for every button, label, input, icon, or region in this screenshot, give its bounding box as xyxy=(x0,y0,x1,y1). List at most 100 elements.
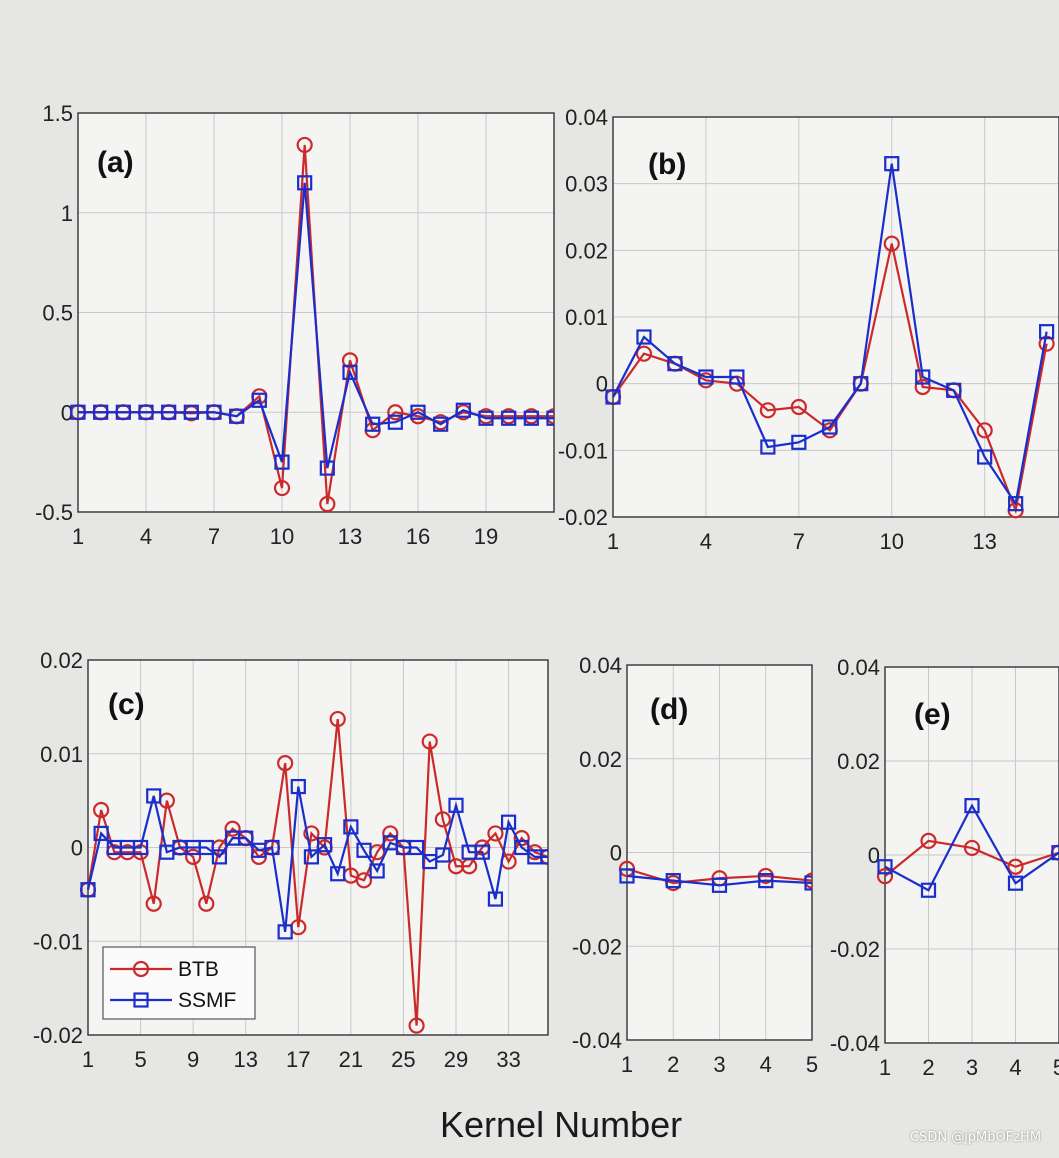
ssmf-point xyxy=(605,389,621,405)
y-tick-label: -0.01 xyxy=(558,438,608,463)
axes-frame xyxy=(626,664,813,1041)
ssmf-point xyxy=(667,356,683,372)
ssmf-point xyxy=(1051,845,1059,861)
y-tick-label: -0.02 xyxy=(830,937,880,962)
panel-label: (c) xyxy=(108,688,145,721)
x-tick-label: 16 xyxy=(406,524,430,549)
x-tick-label: 4 xyxy=(1009,1055,1021,1080)
axes-frame xyxy=(612,116,1059,518)
btb-point xyxy=(1007,858,1024,875)
legend-box xyxy=(102,946,256,1020)
btb-point xyxy=(421,733,438,750)
ssmf-point xyxy=(758,873,774,889)
ssmf-point xyxy=(474,844,490,860)
x-tick-label: 5 xyxy=(1053,1055,1059,1080)
axes-frame xyxy=(884,666,1059,1044)
legend: BTB SSMF xyxy=(102,946,256,1020)
x-tick-label: 1 xyxy=(879,1055,891,1080)
y-tick-label: -0.04 xyxy=(572,1028,622,1053)
x-tick-label: 1 xyxy=(621,1052,633,1077)
ssmf-point xyxy=(146,788,162,804)
panel-b: 1 4 7 10 13 -0.02 -0.01 0 0.01 0.02 0.03 0.04 (b) xyxy=(558,105,1059,554)
series-line-ssmf xyxy=(884,803,1059,892)
ssmf-point xyxy=(115,404,131,420)
ssmf-point xyxy=(791,434,807,450)
ssmf-point xyxy=(211,849,228,865)
x-tick-label: 4 xyxy=(140,524,152,549)
ssmf-point xyxy=(433,416,449,432)
ssmf-point xyxy=(636,329,652,345)
btb-point xyxy=(329,710,346,728)
legend-marker-ssmf xyxy=(133,992,149,1008)
x-tick-label: 1 xyxy=(607,529,619,554)
y-tick-label: 0.03 xyxy=(565,172,608,197)
ssmf-point xyxy=(478,410,494,426)
ssmf-point xyxy=(729,369,745,385)
ssmf-point xyxy=(915,369,931,385)
ssmf-point xyxy=(316,837,333,853)
btb-point xyxy=(277,755,294,772)
btb-point xyxy=(185,848,202,865)
x-tick-label: 2 xyxy=(922,1055,934,1080)
btb-point xyxy=(355,872,373,889)
y-tick-label: 0.02 xyxy=(579,747,622,772)
legend-label-ssmf: SSMF xyxy=(178,989,236,1012)
btb-point xyxy=(963,839,981,857)
legend-marker-btb xyxy=(132,960,150,978)
x-tick-label: 13 xyxy=(972,529,996,554)
ssmf-point xyxy=(977,449,993,465)
ssmf-point xyxy=(183,404,199,420)
btb-point xyxy=(883,235,900,252)
series-line-ssmf xyxy=(78,182,554,469)
ssmf-point xyxy=(964,798,980,814)
btb-point xyxy=(224,820,241,837)
btb-point xyxy=(434,811,451,828)
ssmf-point xyxy=(920,882,937,898)
btb-point xyxy=(145,895,162,912)
ssmf-point xyxy=(297,175,313,191)
y-tick-label: 0.04 xyxy=(579,653,622,678)
ssmf-point xyxy=(884,156,900,172)
series-group xyxy=(79,710,548,1034)
series-group xyxy=(876,798,1059,898)
legend-label-btb: BTB xyxy=(178,958,219,981)
y-tick-label: 0 xyxy=(71,836,83,861)
ssmf-point xyxy=(665,873,681,889)
y-tick-label: 0 xyxy=(61,400,73,425)
btb-point xyxy=(487,825,504,842)
series-line-btb xyxy=(884,839,1059,878)
ssmf-point xyxy=(138,404,154,420)
ssmf-point xyxy=(822,419,838,435)
panel-label: (a) xyxy=(97,146,134,179)
ssmf-point xyxy=(877,859,893,875)
ssmf-point xyxy=(523,410,539,426)
ssmf-point xyxy=(1008,496,1024,512)
y-tick-label: -0.01 xyxy=(33,929,83,954)
ssmf-point xyxy=(93,825,109,842)
ssmf-point xyxy=(229,408,245,424)
watermark: CSDN @jpMbOFzHM xyxy=(910,1130,1042,1145)
y-tick-label: 0 xyxy=(868,843,880,868)
x-tick-label: 9 xyxy=(187,1047,199,1072)
y-tick-label: -0.5 xyxy=(35,500,73,525)
series-group xyxy=(618,860,812,893)
ssmf-point xyxy=(760,439,776,455)
series-group xyxy=(69,136,554,513)
ssmf-point xyxy=(1039,324,1055,340)
ssmf-point xyxy=(330,866,346,882)
plot-area: 1 4 7 10 13 16 19-0.500.511.5(a)1 4 7 10 13-0.02-0… xyxy=(33,101,1059,1080)
x-tick-label: 3 xyxy=(966,1055,978,1080)
y-tick-label: 0.01 xyxy=(40,742,83,767)
ssmf-point xyxy=(410,404,426,420)
panel-d: 1 2 3 4 5 -0.04 -0.02 0 0.02 0.04 (d) xyxy=(572,653,818,1077)
x-tick-label: 7 xyxy=(208,524,220,549)
ssmf-point xyxy=(435,847,451,863)
ssmf-point xyxy=(343,819,359,835)
ssmf-point xyxy=(319,460,335,476)
btb-point xyxy=(198,895,215,912)
ssmf-point xyxy=(80,882,96,898)
btb-point xyxy=(408,1017,425,1034)
y-tick-label: -0.04 xyxy=(830,1031,880,1056)
ssmf-point xyxy=(448,797,464,813)
